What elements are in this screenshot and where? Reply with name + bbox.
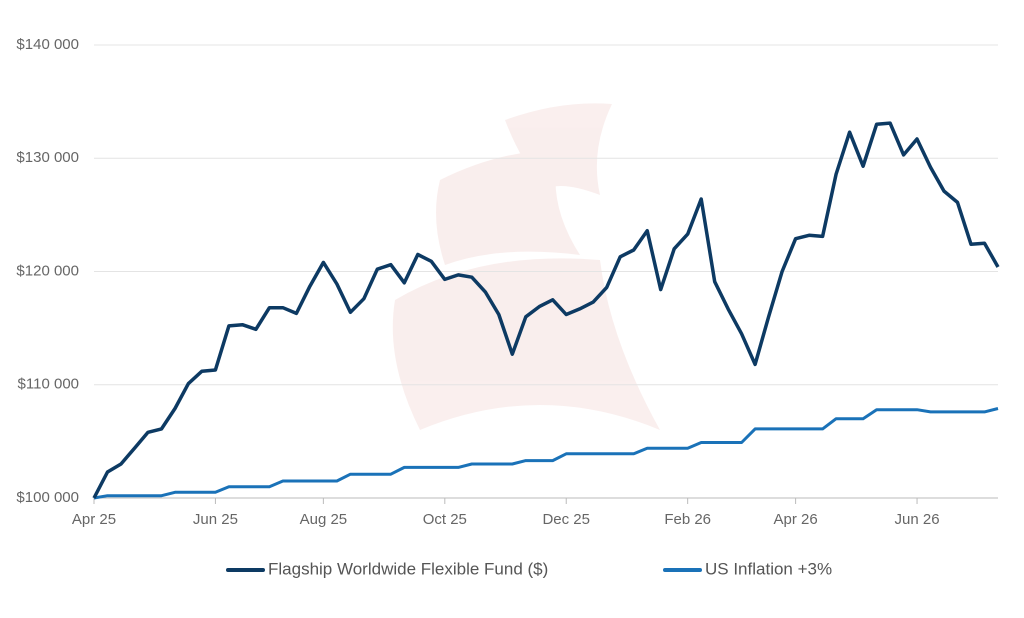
x-tick-label: Dec 25 bbox=[542, 511, 590, 528]
x-tick-label: Feb 26 bbox=[664, 511, 711, 528]
x-tick-label: Jun 25 bbox=[193, 511, 238, 528]
x-tick-label: Apr 26 bbox=[774, 511, 818, 528]
legend-label: US Inflation +3% bbox=[705, 559, 832, 578]
x-tick-label: Aug 25 bbox=[300, 511, 348, 528]
series-line bbox=[92, 121, 1000, 499]
y-tick-label: $120 000 bbox=[16, 262, 79, 279]
legend-label: Flagship Worldwide Flexible Fund ($) bbox=[268, 559, 548, 578]
y-tick-label: $100 000 bbox=[16, 489, 79, 506]
x-tick-label: Jun 26 bbox=[895, 511, 940, 528]
y-tick-label: $130 000 bbox=[16, 149, 79, 166]
x-tick-label: Oct 25 bbox=[423, 511, 467, 528]
series-line bbox=[93, 407, 999, 500]
x-tick-label: Apr 25 bbox=[72, 511, 116, 528]
y-tick-label: $110 000 bbox=[18, 376, 79, 393]
y-tick-label: $140 000 bbox=[16, 36, 79, 53]
watermark bbox=[392, 103, 660, 430]
